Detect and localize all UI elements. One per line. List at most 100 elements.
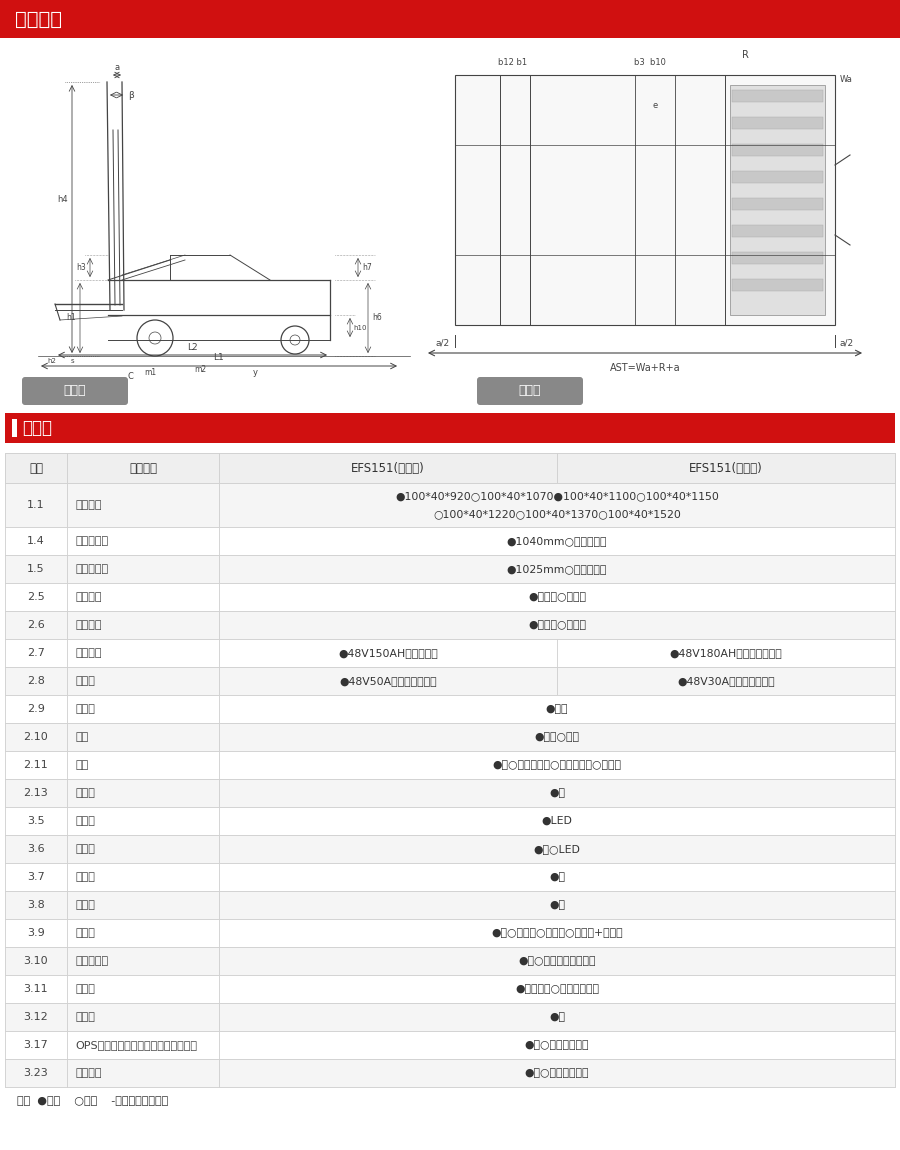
- Text: ●无○前两个○后一个○前两个+后一个: ●无○前两个○后一个○前两个+后一个: [491, 928, 623, 938]
- Text: EFS151(铅酸款): EFS151(铅酸款): [689, 461, 763, 475]
- Text: 3.8: 3.8: [27, 900, 45, 910]
- Bar: [67, 483, 219, 527]
- Text: 牵引栓: 牵引栓: [75, 788, 94, 798]
- Bar: [219, 975, 895, 1003]
- Text: y: y: [253, 368, 257, 377]
- Bar: [5, 919, 67, 946]
- Text: h7: h7: [362, 263, 372, 273]
- Text: β: β: [128, 91, 134, 100]
- Text: 序号: 序号: [29, 461, 43, 475]
- Bar: [5, 527, 895, 555]
- Bar: [5, 611, 895, 639]
- Text: ●48V50A（充电机内置）: ●48V50A（充电机内置）: [339, 676, 436, 687]
- Text: 选配表: 选配表: [22, 419, 52, 437]
- Bar: [67, 1032, 219, 1059]
- Bar: [219, 751, 895, 779]
- Text: 警示灯: 警示灯: [75, 872, 94, 882]
- Bar: [5, 751, 895, 779]
- Bar: [5, 891, 895, 919]
- Bar: [5, 1003, 67, 1032]
- Text: 区域警示灯: 区域警示灯: [75, 956, 108, 966]
- Bar: [5, 862, 67, 891]
- Text: 3.17: 3.17: [23, 1040, 49, 1050]
- Text: 座椅: 座椅: [75, 733, 88, 742]
- Text: h1: h1: [67, 314, 76, 322]
- Bar: [5, 919, 895, 946]
- Text: ●实心胎○无痕胎: ●实心胎○无痕胎: [528, 592, 586, 601]
- Text: 电量表: 电量表: [75, 704, 94, 714]
- Text: 3.10: 3.10: [23, 956, 49, 966]
- Text: ●100*40*920○100*40*1070●100*40*1100○100*40*1150: ●100*40*920○100*40*1070●100*40*1100○100*…: [395, 491, 719, 501]
- Text: 3.6: 3.6: [27, 844, 45, 854]
- Text: 3.23: 3.23: [23, 1068, 49, 1078]
- Bar: [5, 1059, 895, 1087]
- Text: ●1025mm○有且可定制: ●1025mm○有且可定制: [507, 564, 608, 574]
- Bar: [732, 198, 823, 210]
- Text: s: s: [70, 358, 74, 365]
- Bar: [5, 723, 895, 751]
- Bar: [5, 975, 67, 1003]
- Text: m2: m2: [194, 365, 206, 374]
- Bar: [5, 946, 67, 975]
- Text: 蜂鸣器: 蜂鸣器: [75, 1012, 94, 1022]
- Text: b3  b10: b3 b10: [634, 58, 666, 67]
- Bar: [67, 751, 219, 779]
- Bar: [67, 667, 219, 695]
- Bar: [219, 835, 895, 862]
- Bar: [219, 807, 895, 835]
- Bar: [219, 779, 895, 807]
- Text: 3.7: 3.7: [27, 872, 45, 882]
- Bar: [67, 639, 219, 667]
- Text: 2.8: 2.8: [27, 676, 45, 687]
- Bar: [732, 117, 823, 129]
- Text: 3.12: 3.12: [23, 1012, 49, 1022]
- Bar: [67, 1059, 219, 1087]
- Text: h6: h6: [372, 314, 382, 322]
- Text: 属具: 属具: [75, 760, 88, 771]
- Text: R: R: [742, 49, 749, 60]
- Bar: [219, 723, 895, 751]
- Bar: [5, 807, 895, 835]
- Text: ●LED: ●LED: [542, 816, 572, 826]
- Bar: [5, 807, 67, 835]
- Bar: [5, 453, 895, 483]
- Text: ●计时: ●计时: [545, 704, 568, 714]
- Bar: [219, 611, 895, 639]
- Bar: [732, 90, 823, 102]
- Bar: [5, 779, 895, 807]
- Text: ●无○有且不可定制: ●无○有且不可定制: [525, 1040, 590, 1050]
- Text: 前大灯: 前大灯: [75, 816, 94, 826]
- Text: h10: h10: [353, 325, 366, 331]
- Bar: [0, 38, 900, 398]
- Text: a/2: a/2: [840, 338, 854, 347]
- Text: 挡货架宽度: 挡货架宽度: [75, 536, 108, 546]
- Bar: [219, 639, 557, 667]
- Text: 后视镜: 后视镜: [75, 984, 94, 994]
- Text: ●实心胎○无痕胎: ●实心胎○无痕胎: [528, 620, 586, 630]
- Bar: [219, 891, 895, 919]
- Text: 3.11: 3.11: [23, 984, 49, 994]
- Text: 1.4: 1.4: [27, 536, 45, 546]
- FancyBboxPatch shape: [477, 377, 583, 405]
- Text: ●无○LED: ●无○LED: [534, 844, 580, 854]
- Text: ●48V30A（充电机外置）: ●48V30A（充电机外置）: [677, 676, 775, 687]
- Bar: [5, 453, 67, 483]
- Text: 注：  ●标配    ○选配    -此项不符合该产品: 注： ●标配 ○选配 -此项不符合该产品: [17, 1096, 168, 1106]
- Text: L1: L1: [213, 353, 224, 362]
- Text: 2.7: 2.7: [27, 647, 45, 658]
- Text: OPS系统（人离开座椅，门架不下降）: OPS系统（人离开座椅，门架不下降）: [75, 1040, 197, 1050]
- Bar: [219, 453, 557, 483]
- Text: Wa: Wa: [840, 75, 853, 84]
- Bar: [5, 1059, 67, 1087]
- Bar: [730, 85, 825, 315]
- Bar: [219, 1059, 895, 1087]
- Text: ●48V150AH（锂电池）: ●48V150AH（锂电池）: [338, 647, 438, 658]
- Text: 前轮材质: 前轮材质: [75, 592, 102, 601]
- Text: 2.10: 2.10: [23, 733, 49, 742]
- Bar: [5, 667, 895, 695]
- Text: ○100*40*1220○100*40*1370○100*40*1520: ○100*40*1220○100*40*1370○100*40*1520: [433, 508, 681, 519]
- Text: 3.5: 3.5: [27, 816, 45, 826]
- Text: 2.6: 2.6: [27, 620, 45, 630]
- Bar: [732, 279, 823, 291]
- Bar: [5, 667, 67, 695]
